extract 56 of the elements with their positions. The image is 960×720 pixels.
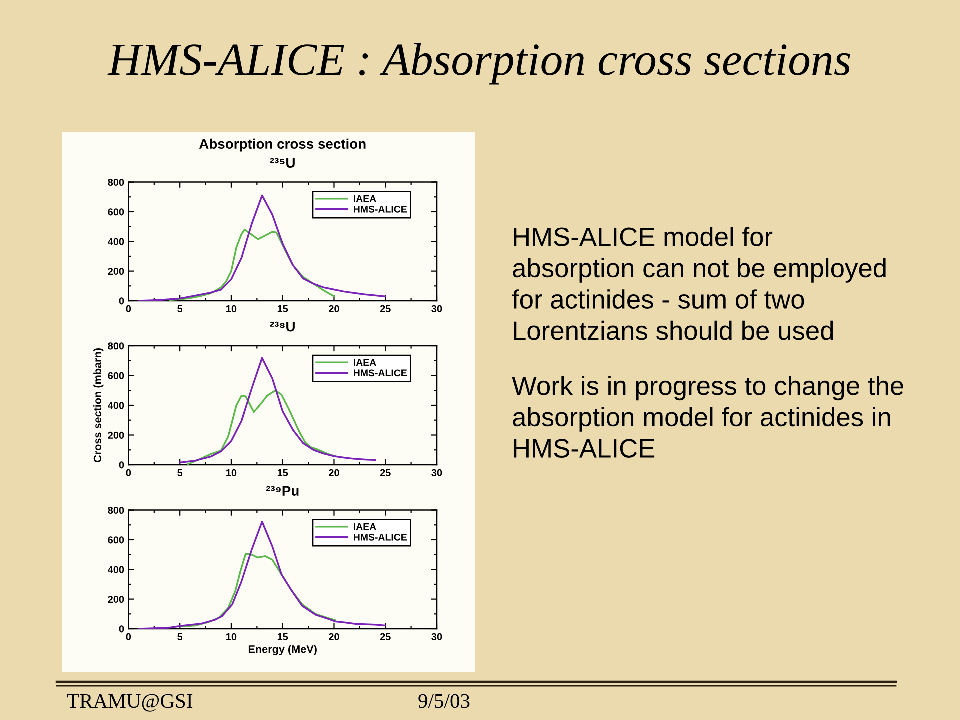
x-tick-label: 20 <box>329 305 340 313</box>
x-tick-label: 10 <box>226 305 237 313</box>
x-tick-label: 30 <box>432 633 442 641</box>
text: TRAMU@GSI <box>67 694 193 712</box>
x-tick-label: 15 <box>278 306 288 313</box>
line-series <box>168 228 336 301</box>
legend-label: IAEA <box>354 359 376 366</box>
legend-label: HMS-ALICE <box>354 206 408 213</box>
y-tick-label: 800 <box>108 342 124 350</box>
y-tick-label: 400 <box>108 402 124 410</box>
chart-title: Absorption cross section <box>199 138 366 152</box>
x-tick-label: 30 <box>432 305 442 313</box>
legend-label: HMS-ALICE <box>354 370 408 377</box>
y-tick-label: 800 <box>108 178 124 186</box>
y-tick-label: 0 <box>119 626 124 633</box>
line-series <box>187 390 336 465</box>
x-tick-label: 20 <box>329 469 340 477</box>
x-tick-label: 5 <box>178 634 183 641</box>
x-tick-label: 0 <box>126 469 132 477</box>
x-tick-label: 10 <box>226 469 237 477</box>
legend-label: IAEA <box>354 196 376 202</box>
x-tick-label: 15 <box>278 470 288 477</box>
x-tick-label: 10 <box>226 633 237 641</box>
y-tick-label: 0 <box>119 298 124 305</box>
line-series <box>179 553 336 628</box>
x-tick-label: 25 <box>380 469 391 477</box>
chart-title: ²³⁸U <box>270 322 295 332</box>
y-tick-label: 600 <box>108 208 124 216</box>
text: HMS-ALICE : Absorption cross sections <box>108 43 850 85</box>
text: 9/5/03 <box>418 694 470 708</box>
x-tick-label: 25 <box>380 305 391 313</box>
legend-label: HMS-ALICE <box>354 534 408 541</box>
x-tick-label: 0 <box>126 305 132 313</box>
chart-subtitle: ²³⁵U <box>270 158 295 168</box>
x-axis-title: Energy (MeV) <box>248 645 317 656</box>
y-tick-label: 400 <box>108 238 124 246</box>
x-tick-label: 25 <box>380 633 391 641</box>
y-tick-label: 200 <box>108 432 124 439</box>
y-tick-label: 200 <box>108 596 124 604</box>
x-tick-label: 15 <box>278 634 288 641</box>
legend-label: IAEA <box>354 524 376 530</box>
x-tick-label: 20 <box>329 633 340 641</box>
text: Work is in progress to change the absorption model for actinides in HMS-ALICE <box>512 376 904 458</box>
x-tick-label: 5 <box>178 470 183 477</box>
y-tick-label: 400 <box>108 566 124 574</box>
y-tick-label: 800 <box>108 506 124 514</box>
y-tick-label: 0 <box>119 462 124 469</box>
x-tick-label: 5 <box>178 306 183 313</box>
x-tick-label: 0 <box>126 633 132 641</box>
y-axis-title: Cross section (mbarn) <box>94 348 104 463</box>
x-tick-label: 30 <box>432 469 442 477</box>
y-tick-label: 600 <box>108 372 124 380</box>
chart-title: ²³⁹Pu <box>266 486 299 496</box>
y-tick-label: 600 <box>108 536 124 544</box>
text: HMS-ALICE model for absorption can not be employed for actinides - sum of two Lorentzians should be used <box>512 227 886 340</box>
y-tick-label: 200 <box>108 268 124 276</box>
